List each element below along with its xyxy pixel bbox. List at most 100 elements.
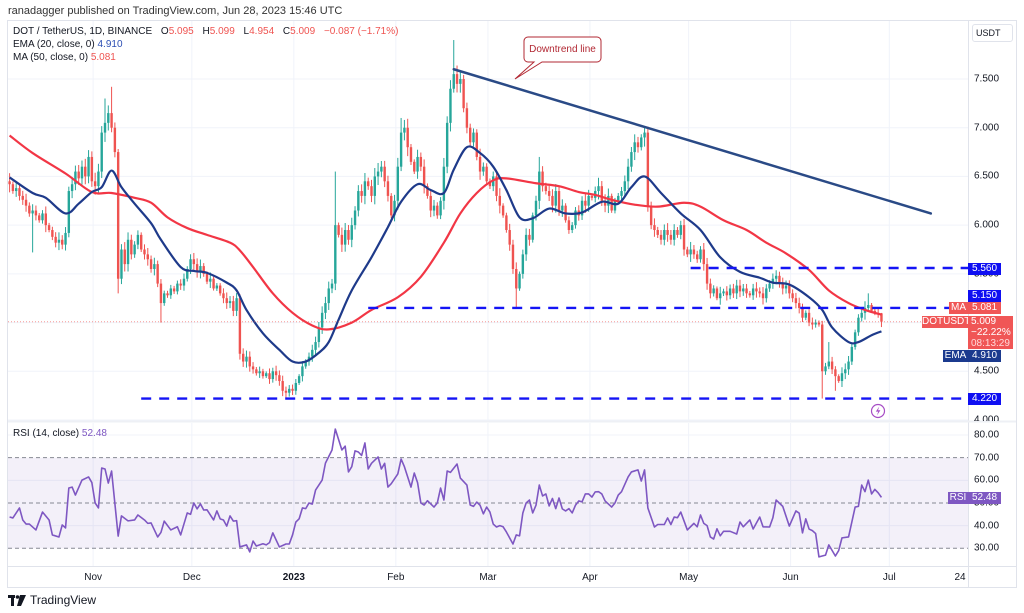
candle-body: [241, 353, 245, 362]
time-axis[interactable]: Nov Dec 2023 Feb Mar Apr May Jun Jul 24: [8, 567, 968, 587]
candle-body: [413, 161, 416, 172]
candle: [11, 181, 15, 194]
candle-body: [274, 371, 278, 376]
candle: [748, 290, 752, 298]
candle: [163, 290, 166, 306]
candle: [442, 157, 446, 210]
candle: [524, 228, 528, 261]
candle-body: [330, 283, 334, 289]
candle-body: [100, 132, 103, 172]
candle-body: [38, 215, 41, 221]
candle: [867, 293, 870, 312]
candle: [751, 283, 755, 300]
candle: [314, 336, 317, 356]
candle: [212, 276, 215, 291]
candle: [80, 160, 84, 185]
candle-body: [186, 268, 189, 279]
candle-body: [166, 293, 169, 296]
candle: [742, 283, 745, 296]
candle: [373, 168, 376, 205]
last-price-tag: 5.009 −22.22% 08:13:29: [968, 316, 1013, 349]
close-value: 5.009: [290, 26, 316, 37]
candle: [136, 230, 140, 250]
candle-body: [353, 210, 357, 226]
candle-body: [370, 186, 373, 196]
candle-body: [653, 225, 656, 231]
candle-body: [669, 234, 673, 240]
callout-shape[interactable]: [514, 36, 602, 80]
candle-body: [758, 291, 761, 294]
candle-body: [449, 88, 452, 123]
ma-legend[interactable]: MA (50, close, 0) 5.081: [13, 52, 116, 64]
currency-selector[interactable]: USDT: [972, 24, 1013, 42]
candle-body: [824, 366, 827, 372]
ema-20-line: [8, 145, 882, 364]
events-lightning-icon[interactable]: [870, 403, 886, 419]
candle: [324, 296, 327, 320]
callout-bubble[interactable]: [514, 36, 602, 80]
candle-body: [804, 312, 807, 318]
candle-body: [18, 188, 21, 196]
gridlines: [8, 21, 968, 566]
candle-body: [153, 264, 156, 269]
downtrend-line[interactable]: [452, 68, 933, 215]
candle-body: [518, 273, 521, 289]
candle-body: [633, 142, 636, 153]
ema-axis-value: 4.910: [968, 350, 1001, 362]
candle-body: [445, 122, 449, 167]
candle: [880, 312, 883, 328]
candle-body: [136, 234, 140, 245]
candle-body: [54, 236, 57, 243]
candle: [192, 252, 196, 271]
callout-text[interactable]: Downtrend line: [529, 44, 596, 55]
candle: [633, 134, 636, 161]
candle: [143, 244, 146, 260]
candle: [380, 161, 383, 178]
candle-body: [827, 361, 831, 367]
candle: [225, 292, 228, 309]
published-caption: ranadagger published on TradingView.com,…: [8, 5, 343, 17]
ma-legend-value: 5.081: [90, 52, 116, 63]
candle-body: [258, 371, 261, 374]
tradingview-logo-text: TradingView: [30, 593, 97, 607]
ema-legend-value: 4.910: [97, 39, 123, 50]
candle-body: [837, 376, 840, 382]
candle-body: [485, 166, 488, 182]
candle-body: [156, 264, 159, 284]
tradingview-logo-icon: [8, 594, 26, 606]
candle-body: [722, 291, 725, 294]
candle: [643, 127, 646, 147]
candle-body: [557, 191, 561, 211]
candle-body: [163, 293, 166, 304]
candle: [353, 206, 357, 230]
ema-legend[interactable]: EMA (20, close, 0) 4.910: [13, 39, 123, 51]
candle: [692, 245, 696, 259]
candle: [666, 223, 669, 242]
rsi-legend[interactable]: RSI (14, close) 52.48: [13, 428, 107, 440]
candle-body: [712, 288, 715, 294]
candle-body: [676, 230, 679, 235]
open-value: 5.095: [168, 26, 194, 37]
price-tick-label: 7.500: [974, 73, 1000, 85]
candle-body: [528, 234, 531, 240]
candle-body: [853, 332, 857, 347]
candle: [218, 283, 222, 296]
candle-body: [143, 249, 146, 255]
candle-body: [702, 249, 705, 265]
candle-body: [640, 137, 643, 148]
candle-body: [14, 188, 18, 192]
candle: [297, 374, 301, 385]
candle-body: [771, 278, 775, 284]
pane-separator[interactable]: [8, 420, 1016, 423]
candle-body: [426, 186, 429, 196]
candle-body: [255, 369, 258, 374]
tradingview-logo[interactable]: TradingView: [8, 593, 96, 607]
candle-body: [511, 244, 515, 269]
symbol-legend[interactable]: DOT / TetherUS, 1D, BINANCE O5.095 H5.09…: [13, 26, 398, 38]
candle: [21, 190, 24, 205]
candle: [844, 363, 847, 380]
candle: [126, 232, 130, 272]
candle-body: [870, 305, 873, 311]
candle-body: [314, 342, 317, 350]
